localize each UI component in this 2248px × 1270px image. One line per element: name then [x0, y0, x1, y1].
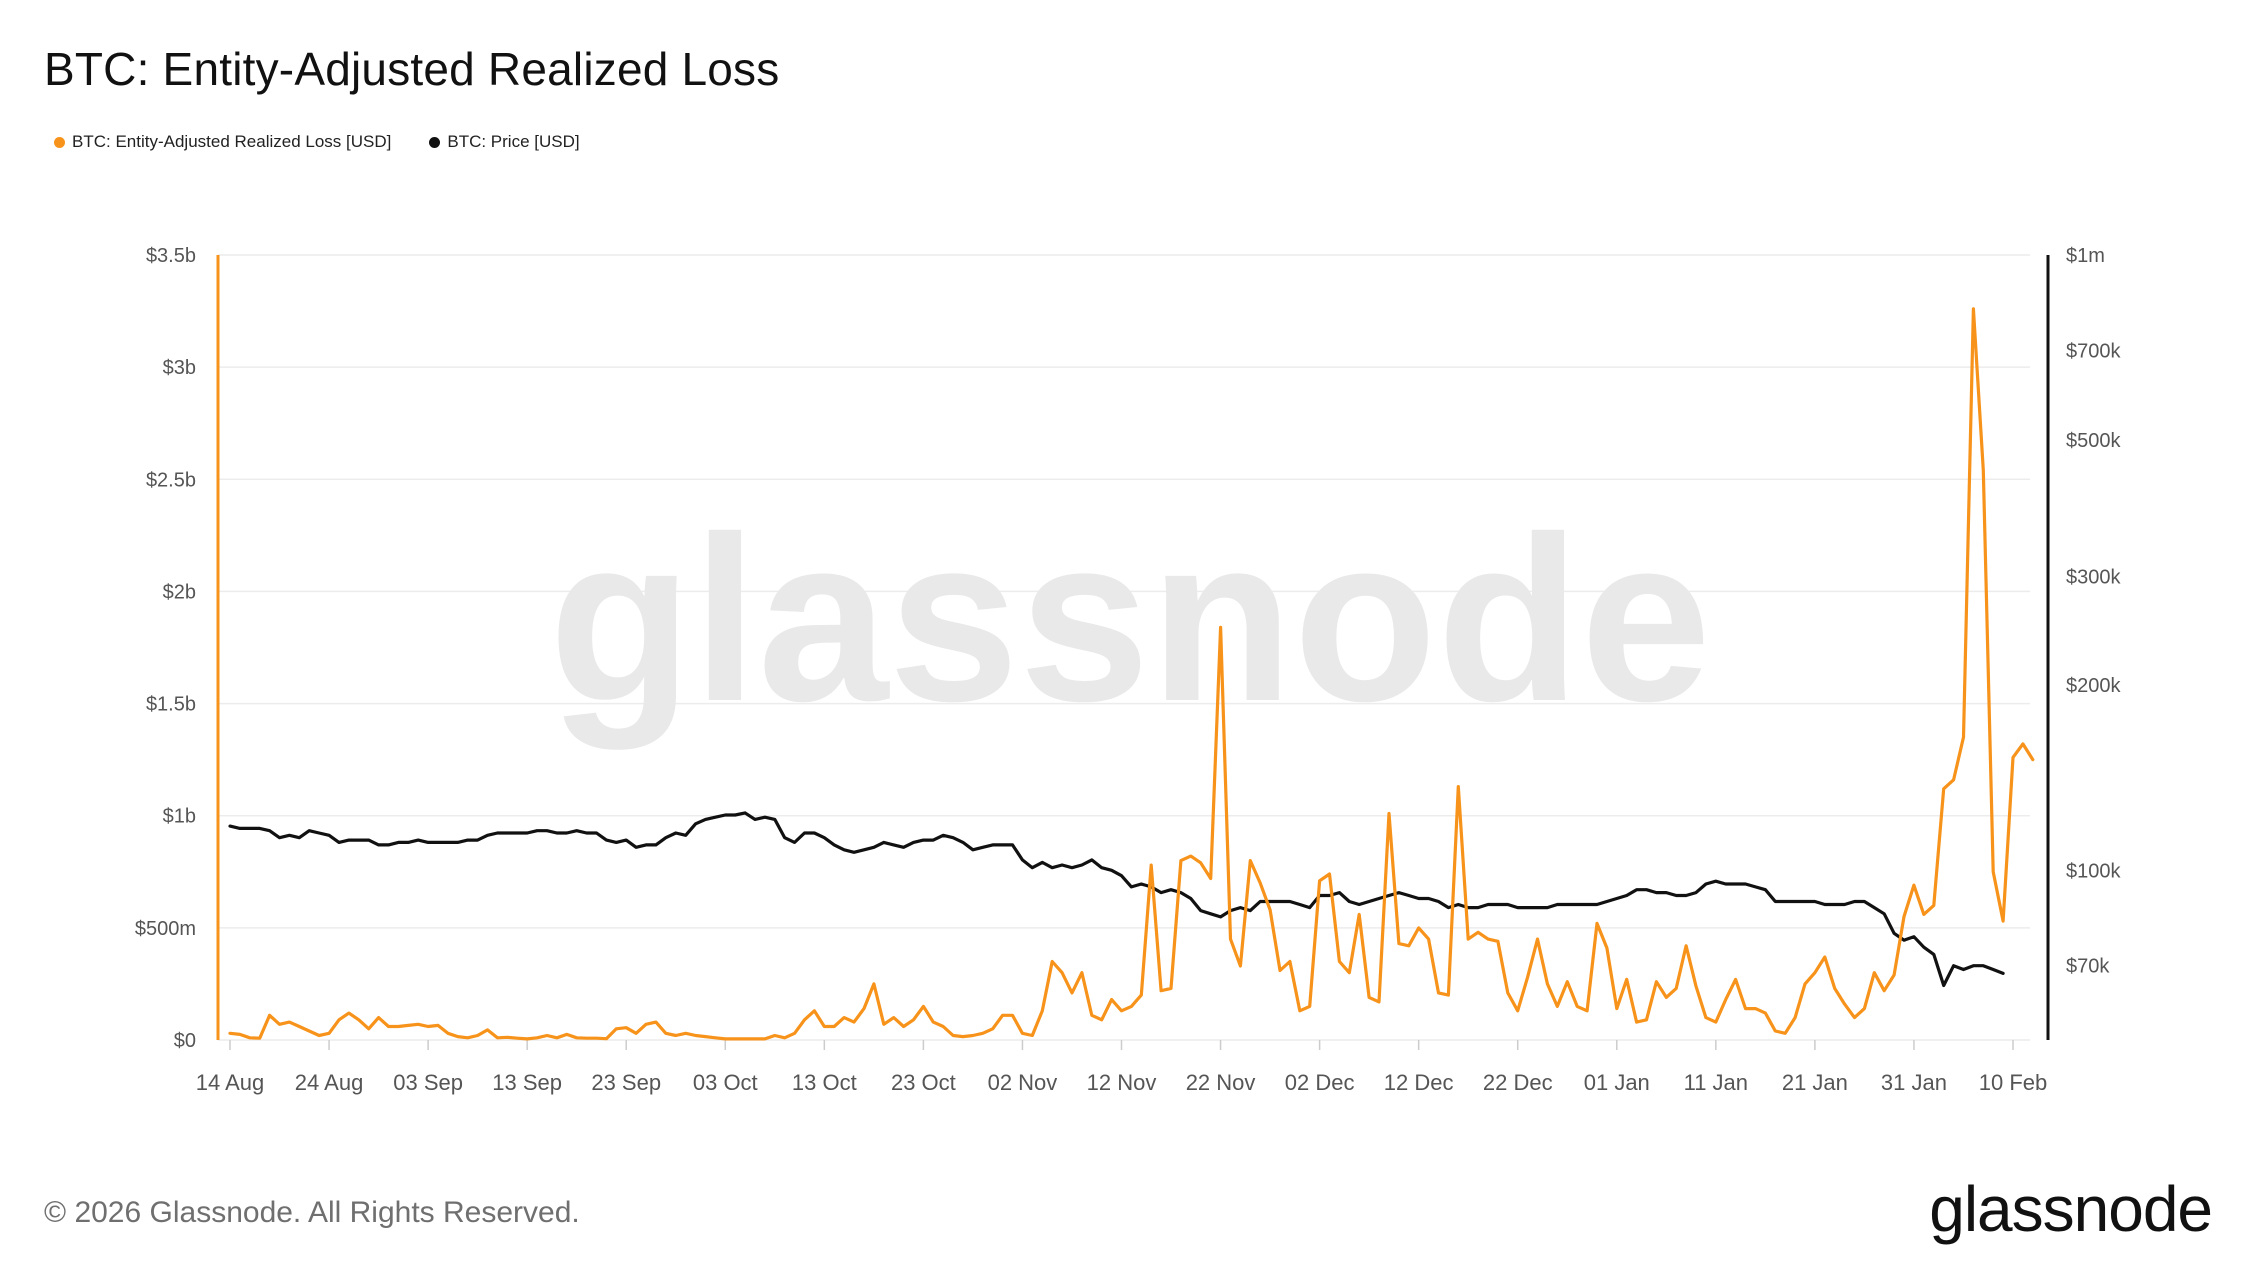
x-tick-label: 23 Sep [591, 1070, 661, 1095]
legend-item-price[interactable]: BTC: Price [USD] [429, 132, 580, 152]
x-tick-label: 03 Sep [393, 1070, 463, 1095]
series-line-price[interactable] [228, 811, 2005, 988]
x-tick-label: 22 Dec [1483, 1070, 1553, 1095]
x-tick-label: 11 Jan [1684, 1070, 1748, 1095]
x-tick-label: 21 Jan [1782, 1070, 1848, 1095]
left-tick-label: $1b [163, 806, 196, 828]
x-tick-label: 14 Aug [196, 1070, 265, 1095]
legend-dot-realized-loss [54, 136, 65, 148]
copyright-text: © 2026 Glassnode. All Rights Reserved. [44, 1196, 580, 1229]
x-tick-label: 02 Nov [988, 1070, 1058, 1095]
x-tick-label: 12 Dec [1384, 1070, 1454, 1095]
x-tick-label: 13 Oct [792, 1070, 857, 1095]
gridlines [218, 254, 2030, 1041]
x-tick-label: 01 Jan [1584, 1070, 1650, 1095]
series-layer [228, 307, 2035, 1041]
right-tick-label: $500k [2066, 430, 2121, 452]
x-tick-label: 10 Feb [1979, 1070, 2048, 1095]
right-tick-label: $200k [2066, 675, 2121, 697]
left-tick-label: $0 [174, 1030, 196, 1052]
left-axis: $0 $500m $1b $1.5b $2b $2.5b $3b $3.5b [135, 245, 220, 1052]
left-tick-label: $1.5b [146, 694, 196, 716]
legend: BTC: Entity-Adjusted Realized Loss [USD]… [54, 132, 618, 152]
left-tick-label: $3.5b [146, 245, 196, 267]
right-tick-label: $300k [2066, 567, 2121, 589]
x-tick-label: 03 Oct [693, 1070, 758, 1095]
x-tick-label: 12 Nov [1087, 1070, 1157, 1095]
right-tick-label: $100k [2066, 860, 2121, 882]
legend-dot-price [429, 136, 441, 148]
x-tick-label: 24 Aug [295, 1070, 364, 1095]
right-tick-label: $1m [2066, 245, 2105, 267]
x-axis: 14 Aug 24 Aug 03 Sep 13 Sep 23 Sep 03 Oct 13 O… [196, 1040, 2048, 1095]
watermark: glassnode [549, 487, 1711, 750]
chart-title: BTC: Entity-Adjusted Realized Loss [44, 43, 780, 95]
x-tick-label: 22 Nov [1186, 1070, 1256, 1095]
brand-logo: glassnode [1929, 1173, 2213, 1245]
x-tick-label: 02 Dec [1285, 1070, 1355, 1095]
left-tick-label: $2.5b [146, 469, 196, 491]
x-tick-label: 23 Oct [891, 1070, 956, 1095]
legend-item-realized-loss[interactable]: BTC: Entity-Adjusted Realized Loss [USD] [54, 132, 391, 152]
x-tick-label: 13 Sep [492, 1070, 562, 1095]
legend-label-realized-loss: BTC: Entity-Adjusted Realized Loss [USD] [72, 132, 392, 151]
series-line-realized-loss[interactable] [228, 307, 2035, 1041]
left-tick-label: $3b [163, 357, 196, 379]
x-tick-label: 31 Jan [1881, 1070, 1947, 1095]
legend-label-price: BTC: Price [USD] [447, 132, 580, 151]
right-axis: $70k $100k $200k $300k $500k $700k $1m [2046, 245, 2121, 1040]
right-tick-label: $700k [2066, 340, 2121, 362]
left-tick-label: $2b [163, 581, 196, 603]
left-tick-label: $500m [135, 918, 196, 940]
right-tick-label: $70k [2066, 956, 2110, 978]
